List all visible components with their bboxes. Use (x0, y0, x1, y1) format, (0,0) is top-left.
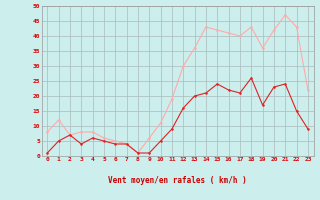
X-axis label: Vent moyen/en rafales ( km/h ): Vent moyen/en rafales ( km/h ) (108, 176, 247, 185)
